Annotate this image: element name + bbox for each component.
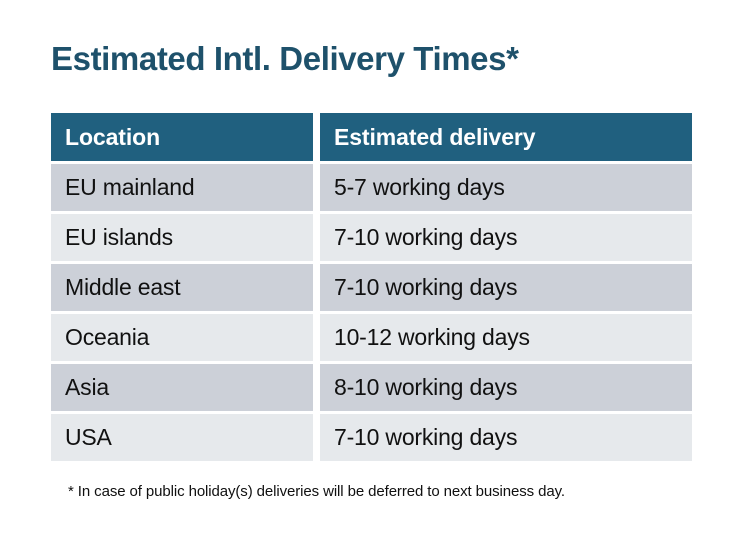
cell-estimated-delivery: 5-7 working days xyxy=(320,164,692,211)
table-row: EU mainland 5-7 working days xyxy=(51,164,692,211)
table-row: USA 7-10 working days xyxy=(51,414,692,461)
footnote-text: * In case of public holiday(s) deliverie… xyxy=(68,483,565,500)
table-row: Middle east 7-10 working days xyxy=(51,264,692,311)
delivery-times-table: Location Estimated delivery EU mainland … xyxy=(51,113,692,461)
cell-location: Middle east xyxy=(51,264,313,311)
cell-estimated-delivery: 7-10 working days xyxy=(320,264,692,311)
cell-location: USA xyxy=(51,414,313,461)
cell-estimated-delivery: 7-10 working days xyxy=(320,214,692,261)
table-row: EU islands 7-10 working days xyxy=(51,214,692,261)
column-header-estimated-delivery: Estimated delivery xyxy=(320,113,692,161)
cell-estimated-delivery: 7-10 working days xyxy=(320,414,692,461)
table-header-row: Location Estimated delivery xyxy=(51,113,692,161)
cell-location: EU mainland xyxy=(51,164,313,211)
cell-location: Asia xyxy=(51,364,313,411)
cell-estimated-delivery: 8-10 working days xyxy=(320,364,692,411)
page-title: Estimated Intl. Delivery Times* xyxy=(51,40,519,77)
table-row: Asia 8-10 working days xyxy=(51,364,692,411)
column-header-location: Location xyxy=(51,113,313,161)
cell-location: EU islands xyxy=(51,214,313,261)
table-row: Oceania 10-12 working days xyxy=(51,314,692,361)
cell-location: Oceania xyxy=(51,314,313,361)
cell-estimated-delivery: 10-12 working days xyxy=(320,314,692,361)
